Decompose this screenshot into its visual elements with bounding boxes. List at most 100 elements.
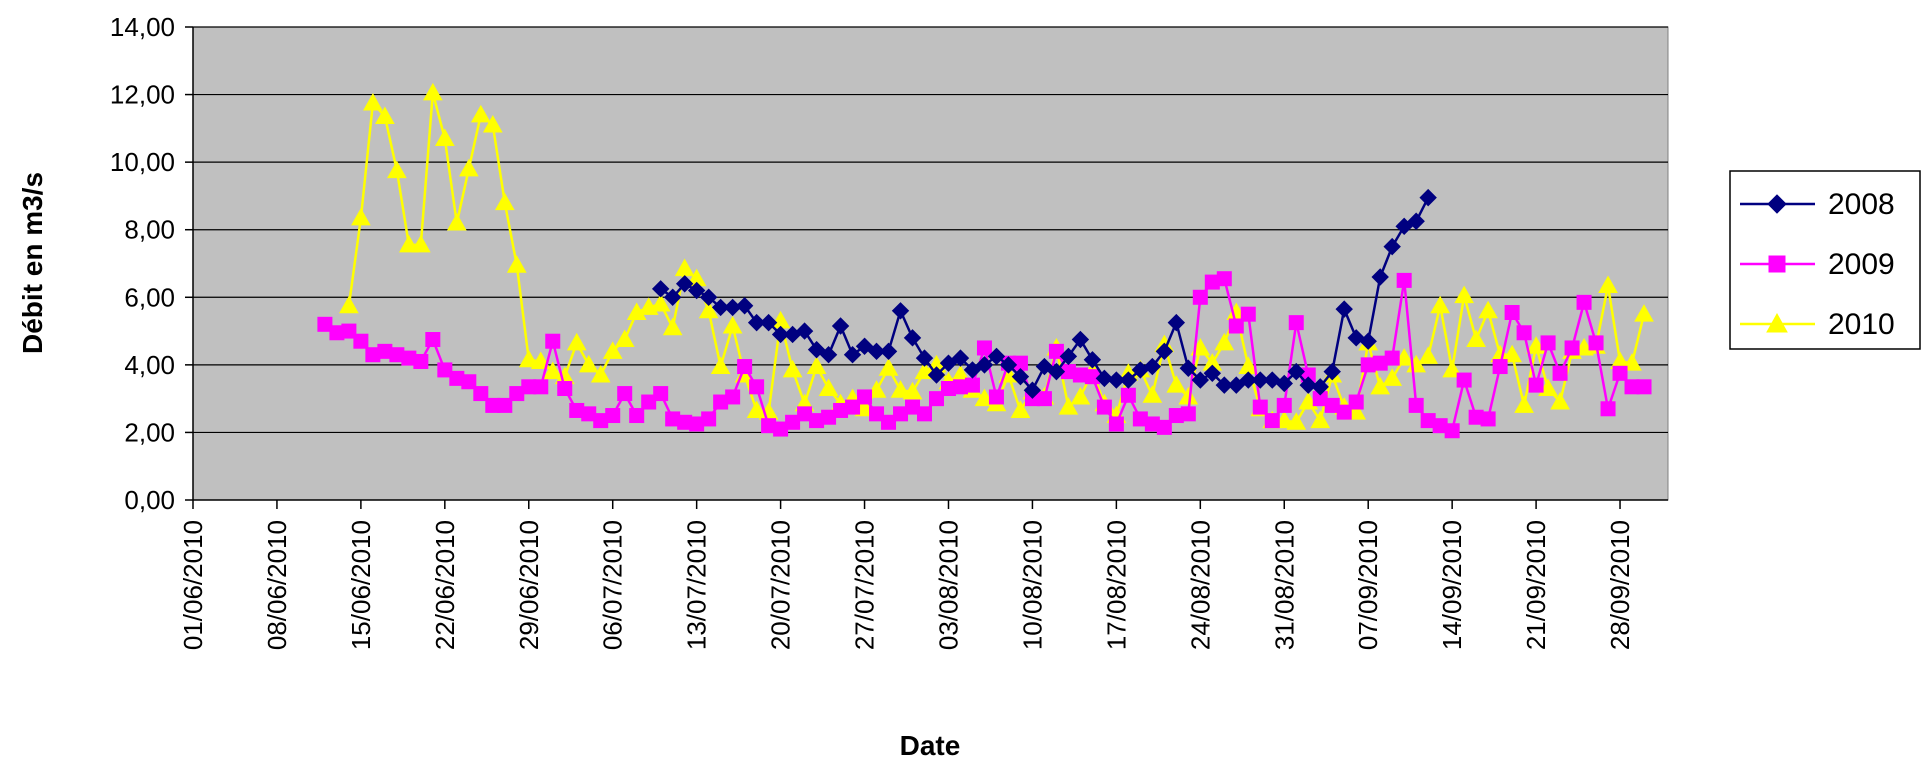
legend-marker-2010 [1766, 312, 1788, 333]
data-point-2009 [1240, 306, 1256, 322]
legend-marker-2008 [1767, 194, 1787, 214]
data-point-2010 [602, 341, 623, 359]
data-point-2010 [1514, 395, 1534, 413]
data-point-2008 [1275, 374, 1293, 393]
data-point-2009 [869, 406, 885, 422]
data-point-2008 [879, 342, 898, 361]
data-point-2009 [1192, 289, 1208, 305]
data-point-2010 [434, 128, 455, 146]
x-tick-label: 07/09/2010 [1353, 520, 1383, 650]
data-point-2008 [915, 349, 934, 367]
data-point-2010 [1286, 412, 1307, 430]
data-point-2009 [1336, 404, 1352, 420]
data-point-2010 [1214, 332, 1235, 351]
data-point-2008 [963, 361, 982, 379]
x-tick-label: 29/06/2010 [514, 520, 544, 650]
data-point-2009 [533, 379, 549, 395]
data-point-2009 [785, 414, 801, 430]
data-point-2008 [1071, 330, 1090, 349]
x-tick-label: 06/07/2010 [598, 520, 628, 650]
data-point-2009 [425, 332, 441, 348]
data-point-2010 [506, 255, 527, 273]
data-point-2010 [1634, 304, 1654, 322]
data-point-2009 [1492, 359, 1508, 375]
x-axis-title: Date [900, 730, 961, 761]
data-point-2010 [410, 234, 431, 253]
x-tick-label: 10/08/2010 [1017, 520, 1047, 650]
data-point-2010 [1310, 410, 1331, 429]
data-point-2009 [341, 323, 357, 339]
data-point-2010 [806, 356, 827, 375]
data-point-2008 [831, 317, 850, 335]
data-point-2008 [867, 342, 886, 361]
data-point-2009 [1228, 318, 1244, 334]
y-tick-label: 6,00 [124, 282, 175, 312]
x-tick-label: 13/07/2010 [682, 520, 712, 650]
data-point-2008 [1083, 351, 1102, 369]
x-tick-label: 14/09/2010 [1437, 520, 1467, 650]
data-point-2008 [939, 354, 958, 372]
data-point-2010 [470, 104, 491, 123]
data-point-2008 [1107, 371, 1126, 389]
data-point-2010 [614, 329, 635, 348]
data-point-2008 [1095, 369, 1114, 388]
data-point-2010 [363, 92, 383, 111]
data-point-2010 [566, 332, 587, 351]
data-point-2009 [461, 374, 477, 390]
data-point-2010 [530, 351, 551, 369]
data-point-2010 [1382, 368, 1403, 386]
data-point-2010 [494, 192, 515, 211]
data-point-2009 [1084, 369, 1100, 385]
data-point-2009 [976, 340, 992, 356]
x-tick-label: 27/07/2010 [850, 520, 880, 650]
data-point-2010 [890, 380, 911, 398]
data-point-2009 [1108, 416, 1124, 432]
data-point-2008 [999, 356, 1018, 374]
data-point-2008 [1251, 371, 1269, 389]
data-point-2010 [590, 364, 611, 383]
data-point-2008 [1215, 376, 1234, 394]
data-point-2008 [819, 346, 838, 364]
data-point-2009 [857, 389, 873, 405]
data-point-2009 [964, 377, 980, 393]
data-point-2009 [353, 333, 369, 349]
data-point-2008 [663, 288, 682, 306]
data-point-2010 [722, 315, 743, 334]
data-point-2008 [1371, 268, 1389, 286]
data-point-2010 [422, 82, 443, 101]
data-point-2010 [1058, 397, 1079, 415]
x-tick-label: 24/08/2010 [1185, 520, 1215, 650]
data-point-2009 [1612, 365, 1628, 381]
data-point-2008 [1383, 237, 1401, 256]
data-point-2009 [1564, 340, 1580, 356]
data-point-2008 [951, 349, 970, 367]
data-point-2010 [398, 234, 419, 253]
data-point-2009 [1264, 413, 1280, 429]
data-point-2009 [1252, 399, 1268, 415]
y-axis-title: Débit en m3/s [17, 172, 48, 354]
data-point-2008 [687, 281, 706, 300]
data-point-2008 [975, 356, 994, 374]
data-point-2009 [317, 316, 333, 332]
data-point-2010 [1430, 295, 1451, 314]
data-point-2010 [482, 114, 503, 133]
data-point-2009 [497, 397, 513, 413]
y-tick-label: 12,00 [110, 80, 175, 110]
legend-marker-2009 [1768, 255, 1786, 273]
data-point-2010 [578, 354, 599, 373]
data-point-2009 [1384, 350, 1400, 366]
data-point-2009 [881, 414, 897, 430]
x-tick-label: 22/06/2010 [430, 520, 460, 650]
data-point-2008 [1035, 357, 1054, 376]
data-point-2008 [699, 288, 718, 306]
data-point-2009 [1120, 387, 1136, 403]
data-point-2009 [1288, 315, 1304, 331]
data-point-2008 [1203, 364, 1222, 383]
data-point-2008 [1311, 378, 1329, 396]
y-tick-label: 10,00 [110, 147, 175, 177]
data-point-2009 [413, 353, 429, 369]
data-point-2008 [1395, 217, 1413, 236]
y-tick-label: 0,00 [124, 485, 175, 515]
data-point-2010 [1418, 346, 1439, 364]
